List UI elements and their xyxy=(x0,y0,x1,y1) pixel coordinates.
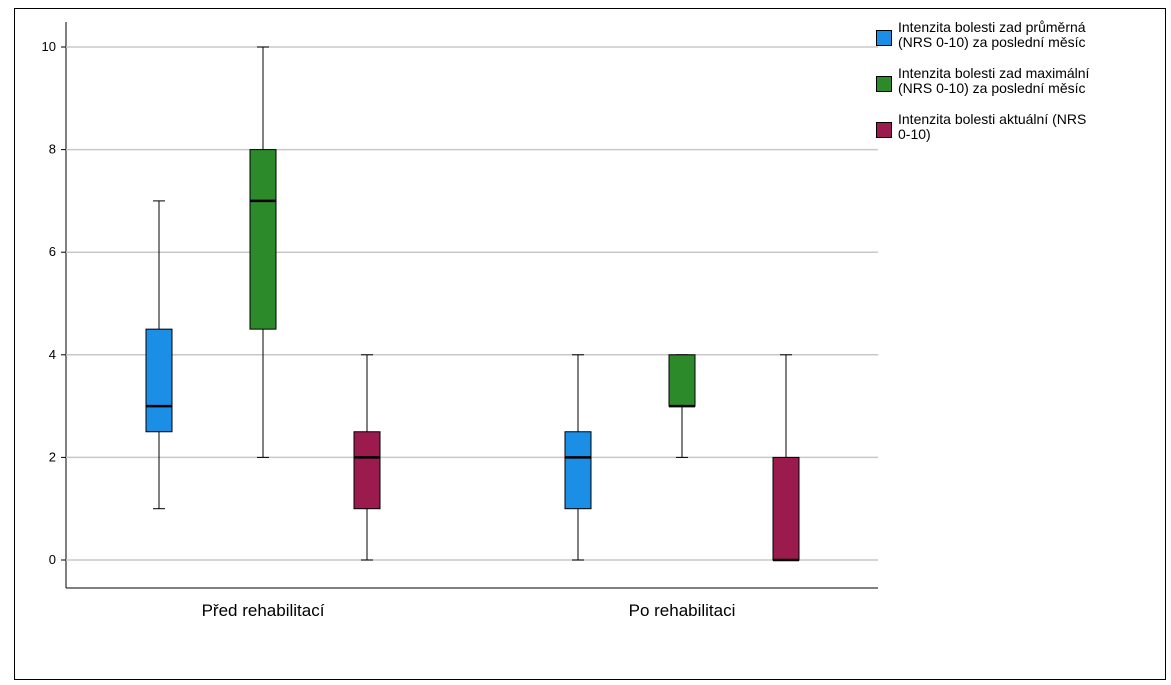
y-tick-label: 6 xyxy=(49,244,56,259)
legend-label-line2: 0-10) xyxy=(898,126,931,142)
legend-label-line2: (NRS 0-10) za poslední měsíc xyxy=(898,80,1086,96)
legend-label: Intenzita bolesti zad průměrná (NRS 0-10… xyxy=(898,20,1153,50)
legend-label: Intenzita bolesti aktuální (NRS 0-10) xyxy=(898,112,1153,142)
legend-item-aktualni: Intenzita bolesti aktuální (NRS 0-10) xyxy=(876,112,1156,158)
legend-item-maximalni: Intenzita bolesti zad maximální (NRS 0-1… xyxy=(876,66,1156,112)
box-iqr xyxy=(145,328,173,433)
legend-label: Intenzita bolesti zad maximální (NRS 0-1… xyxy=(898,66,1153,96)
chart-frame xyxy=(14,8,1166,680)
legend-swatch-maroon xyxy=(876,122,892,138)
y-tick-label: 8 xyxy=(49,142,56,157)
legend-label-line1: Intenzita bolesti aktuální (NRS xyxy=(898,111,1087,127)
legend-label-line1: Intenzita bolesti zad průměrná xyxy=(898,19,1086,35)
box-iqr xyxy=(249,149,277,330)
x-category-label: Po rehabilitaci xyxy=(629,601,736,620)
legend-item-prumerna: Intenzita bolesti zad průměrná (NRS 0-10… xyxy=(876,20,1156,66)
box-iqr xyxy=(564,431,592,510)
legend-label-line1: Intenzita bolesti zad maximální xyxy=(898,65,1090,81)
box-iqr xyxy=(772,456,800,561)
y-tick-label: 0 xyxy=(49,552,56,567)
y-tick-label: 4 xyxy=(49,347,56,362)
x-category-label: Před rehabilitací xyxy=(202,601,325,620)
box-iqr xyxy=(353,431,381,510)
legend-label-line2: (NRS 0-10) za poslední měsíc xyxy=(898,34,1086,50)
legend: Intenzita bolesti zad průměrná (NRS 0-10… xyxy=(876,20,1156,158)
legend-swatch-green xyxy=(876,76,892,92)
y-tick-label: 2 xyxy=(49,449,56,464)
y-tick-label: 10 xyxy=(42,39,56,54)
box-iqr xyxy=(668,354,696,407)
legend-swatch-blue xyxy=(876,30,892,46)
